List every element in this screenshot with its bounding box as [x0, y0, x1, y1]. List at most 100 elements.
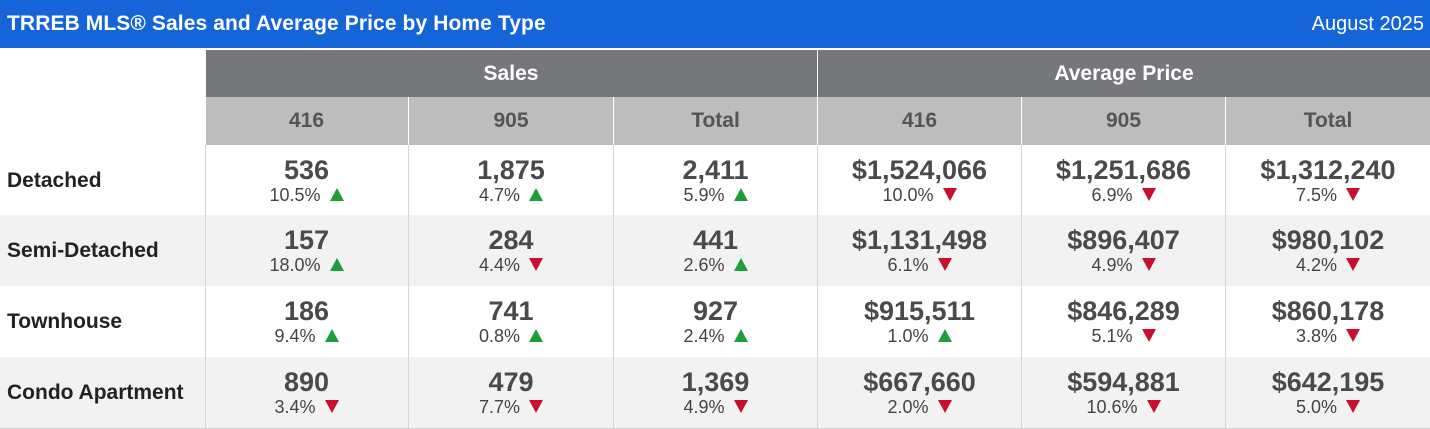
- cell-change: 5.0%: [1295, 396, 1361, 418]
- cell-value: $1,524,066: [851, 154, 988, 185]
- cell-value: 2,411: [682, 154, 749, 185]
- column-divider: [613, 97, 614, 145]
- triangle-down-icon: [529, 400, 544, 413]
- sales-price-table: Sales Average Price 416 905 Total 416 90…: [0, 50, 1430, 429]
- triangle-down-icon: [1346, 188, 1361, 201]
- triangle-up-icon: [324, 329, 339, 342]
- cell-value: $915,511: [863, 295, 976, 326]
- column-divider: [205, 145, 206, 429]
- row-label: Semi-Detached: [7, 238, 159, 262]
- column-header-price-905: 905: [1022, 97, 1225, 145]
- data-cell: 1,369 4.9%: [614, 357, 817, 428]
- triangle-up-icon: [529, 329, 544, 342]
- change-percent: 4.4%: [478, 254, 521, 275]
- column-divider: [1225, 145, 1226, 429]
- triangle-up-icon: [937, 329, 952, 342]
- data-cell: 1,875 4.7%: [409, 145, 613, 216]
- cell-change: 2.4%: [683, 325, 748, 347]
- cell-change: 10.5%: [269, 184, 344, 206]
- change-percent: 18.0%: [269, 254, 321, 275]
- cell-value: 927: [692, 295, 739, 326]
- cell-change: 9.4%: [274, 325, 339, 347]
- data-cell: 741 0.8%: [409, 286, 613, 357]
- change-percent: 1.0%: [887, 325, 929, 346]
- change-percent: 5.0%: [1295, 396, 1338, 417]
- cell-change: 10.0%: [882, 184, 957, 206]
- change-percent: 9.4%: [274, 325, 316, 346]
- cell-change: 6.9%: [1091, 184, 1156, 206]
- cell-value: 741: [488, 295, 534, 326]
- table-row: [0, 286, 1430, 357]
- cell-change: 2.6%: [683, 254, 748, 276]
- cell-change: 4.4%: [478, 254, 544, 276]
- triangle-up-icon: [733, 329, 748, 342]
- data-cell: $667,660 2.0%: [818, 357, 1021, 428]
- data-cell: 186 9.4%: [205, 286, 408, 357]
- cell-change: 4.7%: [479, 184, 544, 206]
- data-cell: 927 2.4%: [614, 286, 817, 357]
- cell-value: $980,102: [1271, 224, 1385, 255]
- cell-value: 157: [283, 224, 330, 255]
- cell-value: $594,881: [1067, 366, 1180, 397]
- data-cell: 284 4.4%: [409, 215, 613, 286]
- cell-value: 536: [283, 154, 330, 185]
- change-percent: 5.9%: [683, 184, 725, 205]
- triangle-down-icon: [1146, 400, 1161, 413]
- cell-change: 4.9%: [683, 396, 748, 418]
- change-percent: 10.6%: [1086, 396, 1138, 417]
- column-header-sales-905: 905: [409, 97, 613, 145]
- column-header-price-416: 416: [818, 97, 1021, 145]
- change-percent: 10.0%: [882, 184, 934, 205]
- triangle-down-icon: [937, 258, 952, 271]
- cell-value: 186: [283, 295, 330, 326]
- change-percent: 3.8%: [1295, 325, 1338, 346]
- row-label: Detached: [7, 168, 102, 192]
- data-cell: $846,289 5.1%: [1022, 286, 1225, 357]
- triangle-up-icon: [733, 258, 748, 271]
- cell-value: 284: [488, 224, 534, 255]
- cell-change: 18.0%: [269, 254, 344, 276]
- change-percent: 10.5%: [269, 184, 321, 205]
- change-percent: 2.6%: [683, 254, 725, 275]
- cell-value: $1,131,498: [851, 224, 988, 255]
- group-header-average-price: Average Price: [818, 50, 1430, 97]
- cell-value: $846,289: [1067, 295, 1180, 326]
- triangle-up-icon: [329, 188, 344, 201]
- column-divider: [1225, 97, 1226, 145]
- data-cell: $594,881 10.6%: [1022, 357, 1225, 428]
- triangle-down-icon: [1346, 329, 1361, 342]
- change-percent: 7.5%: [1295, 184, 1338, 205]
- column-header-price-total: Total: [1226, 97, 1430, 145]
- title-bar: TRREB MLS® Sales and Average Price by Ho…: [0, 0, 1430, 48]
- data-cell: $1,251,686 6.9%: [1022, 145, 1225, 216]
- cell-value: $896,407: [1067, 224, 1180, 255]
- triangle-up-icon: [529, 188, 544, 201]
- cell-value: $667,660: [863, 366, 976, 397]
- change-percent: 7.7%: [478, 396, 521, 417]
- row-label: Townhouse: [7, 309, 123, 333]
- change-percent: 0.8%: [478, 325, 521, 346]
- row-label: Condo Apartment: [7, 380, 184, 404]
- cell-change: 0.8%: [478, 325, 544, 347]
- cell-change: 2.0%: [887, 396, 952, 418]
- cell-change: 4.9%: [1091, 254, 1156, 276]
- cell-change: 10.6%: [1086, 396, 1161, 418]
- triangle-down-icon: [529, 258, 544, 271]
- triangle-down-icon: [733, 400, 748, 413]
- cell-value: 441: [692, 224, 739, 255]
- cell-value: 890: [283, 366, 330, 397]
- cell-value: $1,251,686: [1055, 154, 1192, 185]
- cell-change: 1.0%: [887, 325, 952, 347]
- data-cell: 2,411 5.9%: [614, 145, 817, 216]
- cell-change: 7.5%: [1295, 184, 1361, 206]
- data-cell: $1,312,240 7.5%: [1226, 145, 1430, 216]
- cell-value: $1,312,240: [1260, 154, 1396, 185]
- column-header-sales-total: Total: [614, 97, 817, 145]
- triangle-down-icon: [942, 188, 957, 201]
- cell-change: 3.4%: [274, 396, 339, 418]
- triangle-up-icon: [733, 188, 748, 201]
- data-cell: 441 2.6%: [614, 215, 817, 286]
- table-row: [0, 357, 1430, 428]
- data-cell: $915,511 1.0%: [818, 286, 1021, 357]
- cell-change: 5.9%: [683, 184, 748, 206]
